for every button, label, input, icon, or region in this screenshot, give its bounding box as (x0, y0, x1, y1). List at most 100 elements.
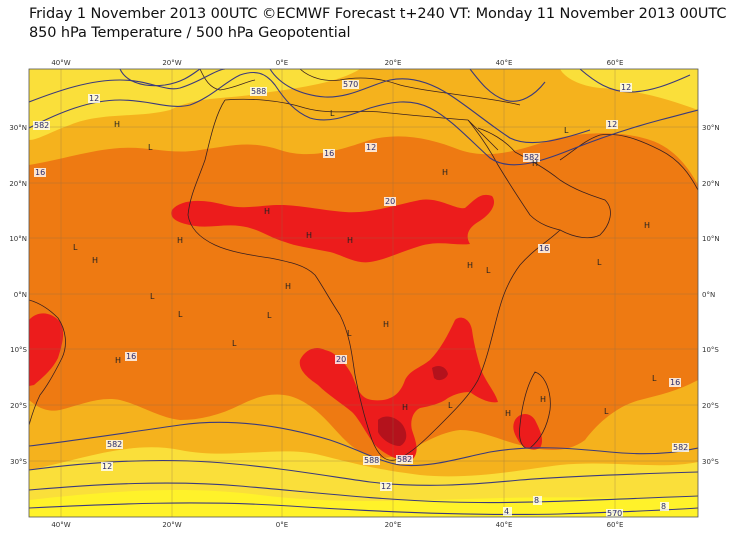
lon-tick: 0°E (276, 59, 288, 67)
geopotential-contour-labels: 570 582 582 588 582 582 582 570 588 (33, 80, 689, 518)
temp-label-text: 12 (381, 482, 391, 491)
temp-label: 12 (380, 482, 392, 491)
longitude-ticks-top: 40°W 20°W 0°E 20°E 40°E 60°E (51, 59, 623, 67)
geopotential-label: 582 (33, 121, 50, 130)
lat-tick: 20°N (9, 180, 27, 188)
geopotential-label: 582 (106, 440, 123, 449)
coast-south-america (29, 299, 66, 426)
lon-tick: 20°W (162, 521, 181, 529)
temp-label: 20 (384, 197, 396, 206)
temp-label-text: 12 (607, 120, 617, 129)
temp-band-4-8 (29, 490, 698, 517)
map-frame (28, 68, 699, 518)
temp-label-text: 16 (670, 378, 680, 387)
geopotential-label-text: 582 (524, 153, 539, 162)
temp-label-text: 4 (504, 507, 509, 516)
lat-tick: 10°N (9, 235, 27, 243)
temp-label-text: 12 (621, 83, 631, 92)
lat-tick: 0°N (14, 291, 27, 299)
temp-band-20-sahel (171, 194, 495, 263)
temp-label: 8 (533, 496, 542, 505)
geopotential-label: 588 (363, 456, 380, 465)
high-marker: H (467, 261, 473, 270)
temperature-contour-labels: 12 16 12 20 16 20 16 16 12 12 8 8 4 12 1… (34, 83, 681, 516)
coast-africa-west (187, 99, 396, 461)
lon-tick: 40°W (51, 521, 70, 529)
temp-label: 16 (125, 352, 137, 361)
temp-label-text: 12 (89, 94, 99, 103)
lat-tick: 20°S (10, 402, 27, 410)
pressure-markers: H L L H H H L H H L L H L L H L H H L H … (73, 109, 657, 418)
temp-label: 12 (606, 120, 618, 129)
coast-arabia (514, 151, 611, 239)
longitude-ticks-bottom: 40°W 20°W 0°E 20°E 40°E 60°E (51, 521, 623, 529)
lat-tick: 10°S (10, 346, 27, 354)
lat-tick: 30°N (9, 124, 27, 132)
coast-gulf (559, 133, 698, 191)
lon-tick: 20°E (385, 59, 402, 67)
temp-label: 12 (88, 94, 100, 103)
geopotential-label-text: 582 (397, 455, 412, 464)
high-marker: H (285, 282, 291, 291)
temp-label-text: 16 (539, 244, 549, 253)
lat-tick: 30°S (702, 458, 719, 466)
temp-label: 12 (101, 462, 113, 471)
lat-tick: 10°N (702, 235, 720, 243)
temp-label-text: 8 (534, 496, 539, 505)
coast-europe (299, 69, 521, 106)
temp-label: 16 (34, 168, 46, 177)
temp-label: 16 (538, 244, 550, 253)
temp-band-8-12-north (29, 69, 360, 140)
lon-tick: 40°E (496, 59, 513, 67)
temp-label: 12 (365, 143, 377, 152)
lon-tick: 20°W (162, 59, 181, 67)
temp-label-text: 12 (102, 462, 112, 471)
temp-label-text: 16 (35, 168, 45, 177)
temp-label-text: 20 (385, 197, 395, 206)
lat-tick: 10°S (702, 346, 719, 354)
lon-tick: 60°E (607, 521, 624, 529)
high-marker: H (540, 395, 546, 404)
geopotential-label-text: 582 (34, 121, 49, 130)
geopotential-label-text: 588 (364, 456, 379, 465)
low-marker: L (347, 329, 352, 338)
low-marker: L (232, 339, 237, 348)
lon-tick: 20°E (385, 521, 402, 529)
coast-north-africa (224, 98, 469, 121)
high-marker: H (402, 403, 408, 412)
high-marker: H (383, 320, 389, 329)
lon-tick: 0°E (276, 521, 288, 529)
low-marker: L (73, 243, 78, 252)
low-marker: L (486, 266, 491, 275)
geopotential-label: 582 (672, 443, 689, 452)
low-marker: L (448, 401, 453, 410)
high-marker: H (532, 159, 538, 168)
coastlines (29, 69, 698, 461)
lat-tick: 30°N (702, 124, 720, 132)
high-marker: H (264, 207, 270, 216)
temp-label: 16 (323, 149, 335, 158)
high-marker: H (92, 256, 98, 265)
lat-tick: 20°S (702, 402, 719, 410)
temp-label-text: 8 (661, 502, 666, 511)
geopotential-label: 582 (396, 455, 413, 464)
temp-label-text: 20 (336, 355, 346, 364)
low-marker: L (267, 311, 272, 320)
temp-band-24-b (432, 366, 448, 381)
lon-tick: 40°E (496, 521, 513, 529)
temp-label: 16 (669, 378, 681, 387)
latitude-ticks-left: 30°N 20°N 10°N 0°N 10°S 20°S 30°S (9, 124, 27, 466)
lat-tick: 20°N (702, 180, 720, 188)
temp-label: 20 (335, 355, 347, 364)
geopotential-label: 570 (342, 80, 359, 89)
geopotential-label-text: 582 (107, 440, 122, 449)
temp-label: 8 (660, 502, 669, 511)
high-marker: H (347, 236, 353, 245)
temp-band-24 (378, 416, 407, 446)
geopotential-label: 582 (523, 153, 540, 162)
geopotential-label-text: 570 (343, 80, 358, 89)
latitude-ticks-right: 30°N 20°N 10°N 0°N 10°S 20°S 30°S (702, 124, 720, 466)
lon-tick: 60°E (607, 59, 624, 67)
coast-red-sea (467, 119, 516, 153)
